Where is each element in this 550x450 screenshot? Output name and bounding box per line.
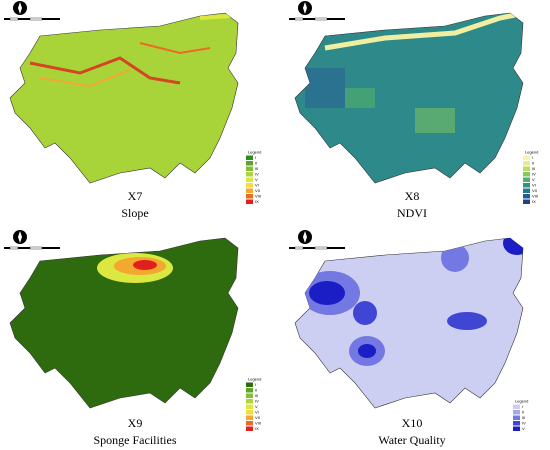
- north-arrow: [3, 0, 61, 21]
- legend-swatch: [246, 183, 253, 188]
- legend-swatch: [523, 194, 530, 199]
- panel-title: NDVI: [397, 206, 427, 220]
- legend-label: II: [255, 387, 257, 392]
- legend-label: VI: [255, 182, 259, 187]
- legend-swatch: [523, 183, 530, 188]
- legend-label: IV: [532, 171, 536, 176]
- legend-label: IV: [255, 171, 259, 176]
- panel-title: Slope: [121, 206, 148, 220]
- legend-title: Legend: [248, 377, 261, 382]
- legend-label: IV: [522, 420, 526, 425]
- map-ndvi: [294, 12, 524, 184]
- legend-swatch: [523, 161, 530, 166]
- legend-label: II: [532, 160, 534, 165]
- legend-swatch: [246, 421, 253, 426]
- legend-label: IV: [255, 398, 259, 403]
- legend-swatch: [246, 393, 253, 398]
- north-arrow: [288, 0, 346, 21]
- legend-label: V: [255, 177, 258, 182]
- legend-title: Legend: [248, 150, 261, 155]
- legend-label: VIII: [532, 193, 538, 198]
- legend-label: IX: [255, 426, 259, 431]
- legend-label: II: [522, 409, 524, 414]
- legend-swatch: [246, 194, 253, 199]
- legend-label: VII: [255, 188, 260, 193]
- legend-label: VII: [255, 415, 260, 420]
- legend-label: V: [532, 177, 535, 182]
- legend-swatch: [513, 410, 520, 415]
- panel-title: Sponge Facilities: [94, 433, 177, 447]
- legend-swatch: [513, 415, 520, 420]
- legend-swatch: [523, 199, 530, 204]
- map-water-quality: [294, 237, 524, 409]
- legend-swatch: [246, 177, 253, 182]
- legend-label: III: [255, 166, 258, 171]
- legend-swatch: [523, 177, 530, 182]
- legend-label: V: [255, 404, 258, 409]
- legend-label: III: [522, 415, 525, 420]
- north-arrow: [3, 229, 61, 250]
- legend-label: III: [255, 393, 258, 398]
- legend-swatch: [513, 404, 520, 409]
- legend-swatch: [246, 415, 253, 420]
- panel-id: X10: [402, 416, 423, 430]
- legend-label: V: [522, 426, 525, 431]
- legend-label: II: [255, 160, 257, 165]
- panel-id: X7: [128, 189, 143, 203]
- legend-swatch: [246, 199, 253, 204]
- legend-title: Legend: [515, 399, 528, 404]
- legend-swatch: [246, 155, 253, 160]
- legend-swatch: [246, 172, 253, 177]
- legend-swatch: [246, 382, 253, 387]
- legend-swatch: [246, 161, 253, 166]
- legend-swatch: [523, 188, 530, 193]
- legend-title: Legend: [525, 150, 538, 155]
- legend-label: IX: [255, 199, 259, 204]
- map-slope: [9, 12, 239, 184]
- legend-swatch: [246, 388, 253, 393]
- legend-swatch: [246, 188, 253, 193]
- panel-id: X8: [405, 189, 420, 203]
- legend-label: I: [255, 382, 256, 387]
- legend-swatch: [513, 426, 520, 431]
- legend-label: VIII: [255, 193, 261, 198]
- legend-swatch: [246, 404, 253, 409]
- legend-swatch: [523, 166, 530, 171]
- legend-swatch: [523, 172, 530, 177]
- legend-label: VIII: [255, 420, 261, 425]
- panel-id: X9: [128, 416, 143, 430]
- legend-label: VI: [532, 182, 536, 187]
- legend-swatch: [246, 426, 253, 431]
- legend-label: I: [532, 155, 533, 160]
- legend-swatch: [246, 410, 253, 415]
- map-sponge-facilities: [9, 237, 239, 409]
- legend-label: I: [255, 155, 256, 160]
- legend-label: VI: [255, 409, 259, 414]
- legend-swatch: [246, 399, 253, 404]
- legend-label: VII: [532, 188, 537, 193]
- legend-label: IX: [532, 199, 536, 204]
- legend-label: III: [532, 166, 535, 171]
- legend-label: I: [522, 404, 523, 409]
- legend-swatch: [523, 155, 530, 160]
- north-arrow: [288, 229, 346, 250]
- legend-swatch: [246, 166, 253, 171]
- legend-swatch: [513, 421, 520, 426]
- panel-title: Water Quality: [378, 433, 445, 447]
